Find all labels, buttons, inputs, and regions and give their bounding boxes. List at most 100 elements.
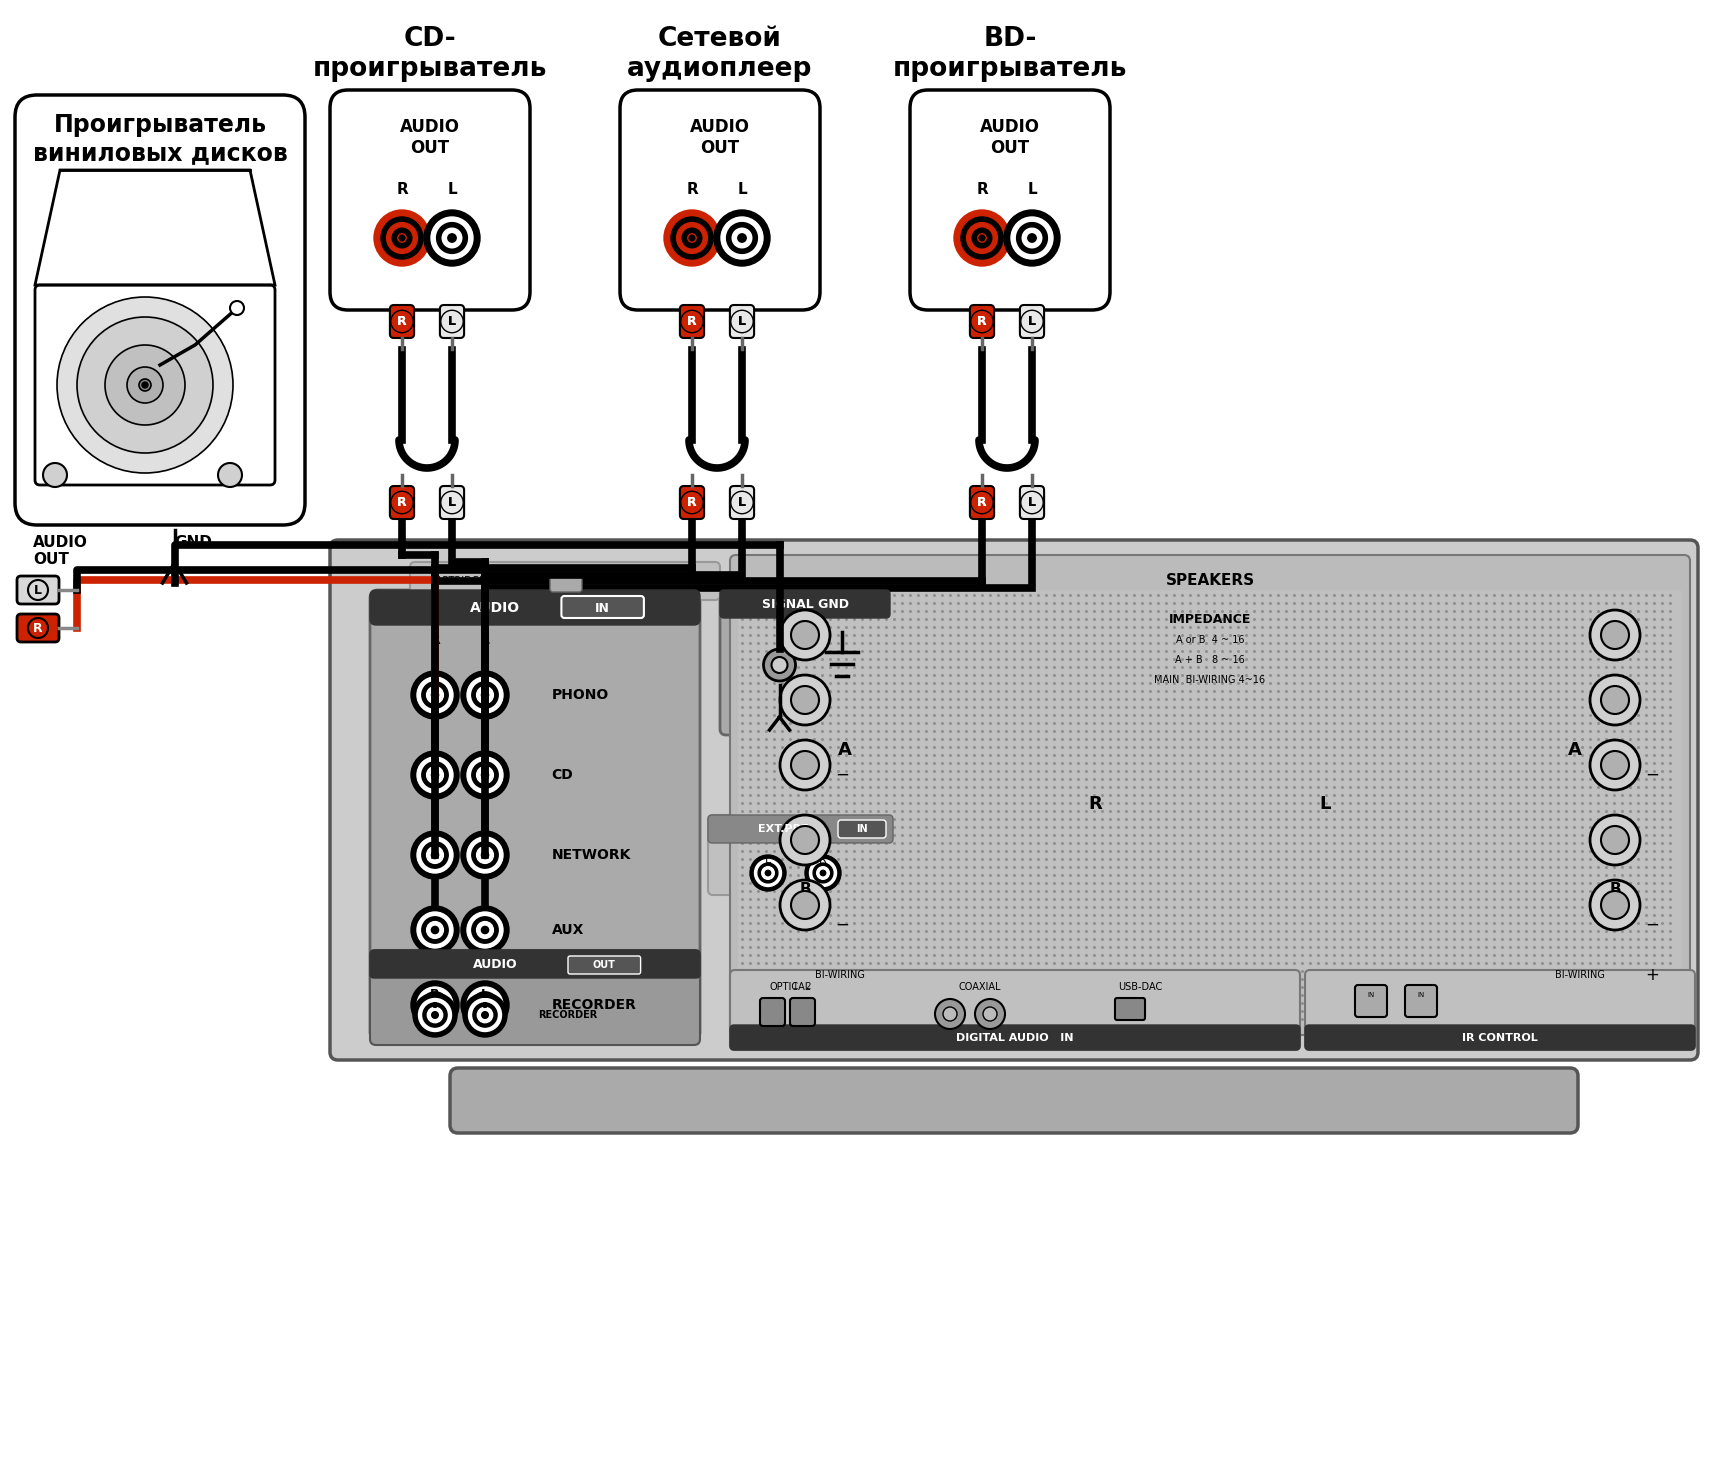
Circle shape (416, 677, 452, 713)
Circle shape (483, 772, 488, 778)
Circle shape (935, 999, 964, 1029)
Text: IR CONTROL: IR CONTROL (1463, 1033, 1538, 1043)
Text: L: L (449, 496, 456, 508)
Circle shape (427, 766, 444, 784)
Circle shape (387, 222, 418, 253)
Text: L: L (738, 316, 745, 328)
Text: R: R (396, 182, 408, 197)
Text: R: R (397, 316, 406, 328)
Circle shape (671, 216, 713, 259)
Text: BI-WIRING: BI-WIRING (815, 971, 865, 980)
Circle shape (476, 766, 493, 784)
FancyBboxPatch shape (1305, 1026, 1694, 1051)
FancyBboxPatch shape (730, 1026, 1300, 1051)
Circle shape (392, 228, 411, 247)
Circle shape (1590, 611, 1639, 659)
Circle shape (427, 996, 444, 1014)
Circle shape (427, 846, 444, 864)
Text: L: L (481, 633, 490, 648)
Circle shape (1004, 210, 1060, 265)
Text: R: R (430, 633, 440, 648)
Circle shape (468, 999, 502, 1031)
Circle shape (481, 851, 488, 858)
Circle shape (397, 234, 406, 242)
Circle shape (421, 842, 449, 868)
Circle shape (416, 987, 452, 1023)
Circle shape (380, 216, 423, 259)
FancyBboxPatch shape (562, 596, 644, 618)
Circle shape (461, 831, 509, 879)
FancyBboxPatch shape (569, 956, 641, 974)
Circle shape (726, 222, 757, 253)
Circle shape (665, 210, 719, 265)
Circle shape (1590, 740, 1639, 790)
Circle shape (762, 867, 774, 879)
Text: R: R (687, 316, 697, 328)
Circle shape (721, 216, 762, 259)
Circle shape (432, 692, 439, 698)
Circle shape (391, 310, 413, 333)
Circle shape (481, 692, 488, 698)
FancyBboxPatch shape (838, 820, 886, 837)
Circle shape (427, 1008, 442, 1023)
Circle shape (433, 692, 437, 698)
Circle shape (468, 757, 504, 793)
FancyBboxPatch shape (34, 285, 276, 485)
Circle shape (471, 682, 498, 708)
Text: COAXIAL: COAXIAL (959, 983, 1002, 991)
Circle shape (1590, 815, 1639, 865)
Circle shape (139, 379, 151, 391)
Circle shape (766, 870, 771, 876)
Circle shape (425, 210, 480, 265)
Circle shape (399, 236, 404, 240)
Circle shape (411, 981, 459, 1029)
Circle shape (1602, 751, 1629, 780)
Circle shape (779, 674, 831, 725)
Text: R: R (976, 496, 987, 508)
Circle shape (971, 310, 994, 333)
Circle shape (954, 210, 1011, 265)
FancyBboxPatch shape (440, 486, 464, 519)
Circle shape (714, 210, 771, 265)
Circle shape (805, 855, 841, 891)
FancyBboxPatch shape (550, 571, 582, 591)
Text: IMPEDANCE: IMPEDANCE (1168, 614, 1250, 625)
Circle shape (738, 234, 747, 242)
Circle shape (391, 491, 413, 514)
FancyBboxPatch shape (1305, 971, 1694, 1051)
Circle shape (421, 762, 449, 788)
Text: RECORDER: RECORDER (552, 997, 636, 1012)
Circle shape (432, 1002, 439, 1009)
Text: R: R (976, 316, 987, 328)
Circle shape (476, 846, 493, 864)
Circle shape (440, 491, 463, 514)
Circle shape (973, 228, 992, 247)
Circle shape (983, 1006, 997, 1021)
Circle shape (473, 1003, 497, 1027)
FancyBboxPatch shape (620, 90, 821, 310)
Text: — MC: — MC (589, 576, 618, 585)
Circle shape (432, 1012, 439, 1018)
FancyBboxPatch shape (719, 590, 891, 735)
Circle shape (481, 1002, 488, 1009)
Text: L: L (449, 316, 456, 328)
Text: R: R (687, 316, 697, 328)
Circle shape (791, 891, 819, 919)
Circle shape (980, 236, 985, 240)
Text: DIGITAL AUDIO   IN: DIGITAL AUDIO IN (956, 1033, 1074, 1043)
Circle shape (471, 991, 498, 1018)
Text: PHONO: PHONO (552, 688, 608, 702)
FancyBboxPatch shape (331, 90, 529, 310)
FancyBboxPatch shape (391, 486, 415, 519)
Text: L: L (737, 182, 747, 197)
Circle shape (218, 462, 242, 488)
Text: B: B (1609, 882, 1620, 898)
Circle shape (1590, 674, 1639, 725)
Circle shape (1602, 891, 1629, 919)
Text: IN: IN (1367, 991, 1374, 997)
Circle shape (680, 310, 704, 333)
Text: A or B  4 ~ 16: A or B 4 ~ 16 (1175, 634, 1244, 645)
Text: A: A (1567, 741, 1581, 759)
Text: L: L (1028, 316, 1036, 328)
Circle shape (942, 1006, 958, 1021)
